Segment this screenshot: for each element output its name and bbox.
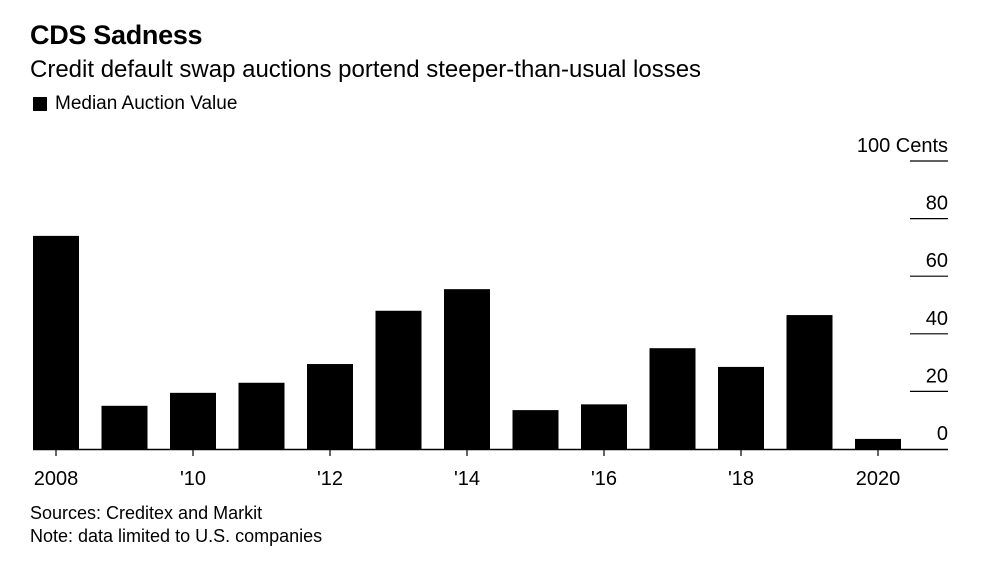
- bar-2011: [238, 382, 285, 449]
- bar-2016: [581, 404, 627, 449]
- y-tick-label: 100 Cents: [857, 135, 948, 157]
- legend: Median Auction Value: [33, 93, 237, 115]
- x-tick-label: '12: [317, 468, 343, 490]
- bar-2014: [444, 289, 490, 449]
- bar-2017: [649, 348, 696, 449]
- bar-2012: [307, 364, 353, 449]
- x-tick-label: '14: [454, 468, 480, 490]
- y-tick-label: 60: [926, 250, 948, 272]
- x-tick-label: '18: [728, 468, 754, 490]
- bar-2009: [101, 405, 148, 449]
- chart-subtitle: Credit default swap auctions portend ste…: [30, 56, 702, 83]
- bar-2010: [170, 392, 216, 449]
- x-tick-label: '10: [180, 468, 206, 490]
- y-tick-label: 20: [926, 365, 948, 387]
- bar-2015: [512, 410, 559, 449]
- x-tick-label: 2020: [856, 468, 901, 490]
- y-tick-label: 80: [926, 193, 948, 215]
- bar-2019: [786, 315, 833, 449]
- x-tick-label: 2008: [34, 468, 79, 490]
- y-tick-label: 40: [926, 308, 948, 330]
- bar-2020: [855, 438, 901, 449]
- y-tick-label: 0: [937, 423, 948, 445]
- bar-2013: [375, 310, 422, 449]
- chart-title: CDS Sadness: [30, 20, 203, 50]
- source-note: Sources: Creditex and Markit: [30, 503, 263, 523]
- bar-2008: [33, 235, 79, 449]
- x-tick-label: '16: [591, 468, 617, 490]
- legend-label: Median Auction Value: [55, 93, 238, 114]
- data-note: Note: data limited to U.S. companies: [30, 526, 323, 546]
- bar-2018: [718, 366, 764, 449]
- legend-swatch: [33, 97, 47, 111]
